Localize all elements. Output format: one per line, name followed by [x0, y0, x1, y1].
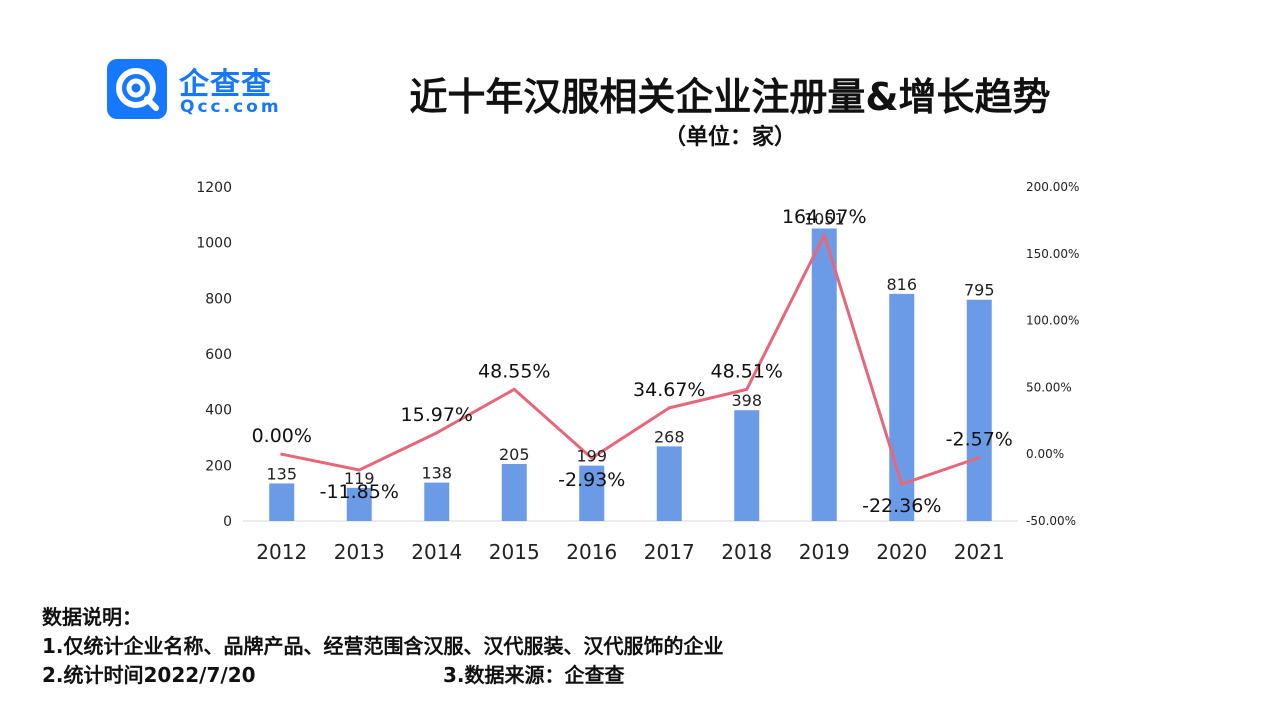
x-axis-tick-label: 2015: [489, 540, 540, 564]
left-axis-tick-label: 1000: [196, 236, 232, 252]
chart-title: 近十年汉服相关企业注册量&增长趋势: [409, 75, 1051, 119]
growth-value-label: -22.36%: [862, 495, 941, 517]
bar: [734, 410, 760, 521]
right-axis-tick-label: 0.00%: [1026, 447, 1064, 461]
notes-line-1: 1.仅统计企业名称、品牌产品、经营范围含汉服、汉代服装、汉代服饰的企业: [42, 634, 724, 658]
growth-value-label: 34.67%: [633, 379, 705, 401]
bar-value-label: 795: [964, 281, 995, 300]
bar: [811, 228, 837, 521]
growth-point: [280, 452, 284, 456]
growth-value-label: 48.55%: [478, 360, 550, 382]
bar-value-label: 398: [731, 391, 762, 410]
bar-value-label: 816: [886, 275, 917, 294]
growth-value-label: -2.57%: [946, 429, 1013, 451]
growth-point: [745, 387, 749, 391]
bar: [579, 465, 605, 521]
growth-value-label: 164.07%: [782, 206, 867, 228]
logo-en-text: Qcc.com: [180, 97, 282, 117]
bar-value-label: 119: [344, 469, 375, 488]
left-axis-tick-label: 800: [205, 291, 232, 307]
growth-point: [357, 468, 361, 472]
bar-value-label: 199: [576, 447, 607, 466]
right-axis-tick-label: 200.00%: [1026, 180, 1079, 194]
combo-chart: 0 200 400 600 800 1000 1200 -50.00% 0.00% 50.00% 1…: [196, 180, 1079, 564]
growth-point: [590, 456, 594, 460]
bar-value-label: 135: [266, 464, 297, 483]
right-axis-tick-label: 100.00%: [1026, 314, 1079, 328]
qcc-logo-icon: [107, 59, 167, 119]
x-axis-tick-label: 2020: [876, 540, 927, 564]
bar: [889, 293, 915, 521]
bar: [346, 487, 372, 521]
x-axis-tick-label: 2012: [256, 540, 307, 564]
x-axis-tick-label: 2017: [644, 540, 695, 564]
x-axis-tick-label: 2018: [721, 540, 772, 564]
chart-subtitle: （单位：家）: [663, 125, 796, 150]
growth-point: [435, 431, 439, 435]
notes-heading: 数据说明：: [42, 605, 142, 629]
bar: [966, 299, 992, 521]
growth-point: [822, 233, 826, 237]
bar: [501, 463, 527, 521]
growth-value-label: -11.85%: [320, 481, 399, 503]
growth-value-label: 15.97%: [401, 404, 473, 426]
left-axis-tick-label: 0: [223, 514, 232, 530]
growth-point: [512, 387, 516, 391]
left-axis-tick-label: 600: [205, 347, 232, 363]
x-axis-tick-label: 2019: [799, 540, 850, 564]
logo-cn-text: 企查查: [179, 67, 272, 102]
bar-value-label: 268: [654, 427, 685, 446]
bar-value-label: 138: [421, 464, 452, 483]
bar: [269, 483, 295, 521]
left-axis-tick-label: 400: [205, 403, 232, 419]
growth-point: [667, 406, 671, 410]
bar-value-label: 205: [499, 445, 530, 464]
growth-point: [900, 482, 904, 486]
right-axis-tick-label: 150.00%: [1026, 247, 1079, 261]
x-axis-tick-label: 2013: [334, 540, 385, 564]
growth-value-label: 0.00%: [252, 425, 312, 447]
bar: [424, 482, 450, 521]
qcc-logo: 企查查 Qcc.com: [107, 59, 303, 119]
x-axis-tick-label: 2014: [411, 540, 462, 564]
x-axis-tick-label: 2021: [954, 540, 1005, 564]
right-axis-tick-label: 50.00%: [1026, 380, 1072, 394]
bar-value-label: 1051: [804, 209, 845, 228]
x-axis-tick-label: 2016: [566, 540, 617, 564]
bar: [656, 446, 682, 521]
growth-point: [977, 456, 981, 460]
growth-value-label: 48.51%: [711, 360, 783, 382]
left-axis-tick-label: 200: [205, 458, 232, 474]
left-axis-tick-label: 1200: [196, 180, 232, 196]
right-axis-tick-label: -50.00%: [1026, 514, 1076, 528]
notes-source: 3.数据来源：企查查: [443, 663, 625, 687]
growth-line: [281, 233, 980, 486]
growth-value-label: -2.93%: [558, 469, 625, 491]
notes-line-2: 2.统计时间2022/7/20: [42, 663, 256, 687]
